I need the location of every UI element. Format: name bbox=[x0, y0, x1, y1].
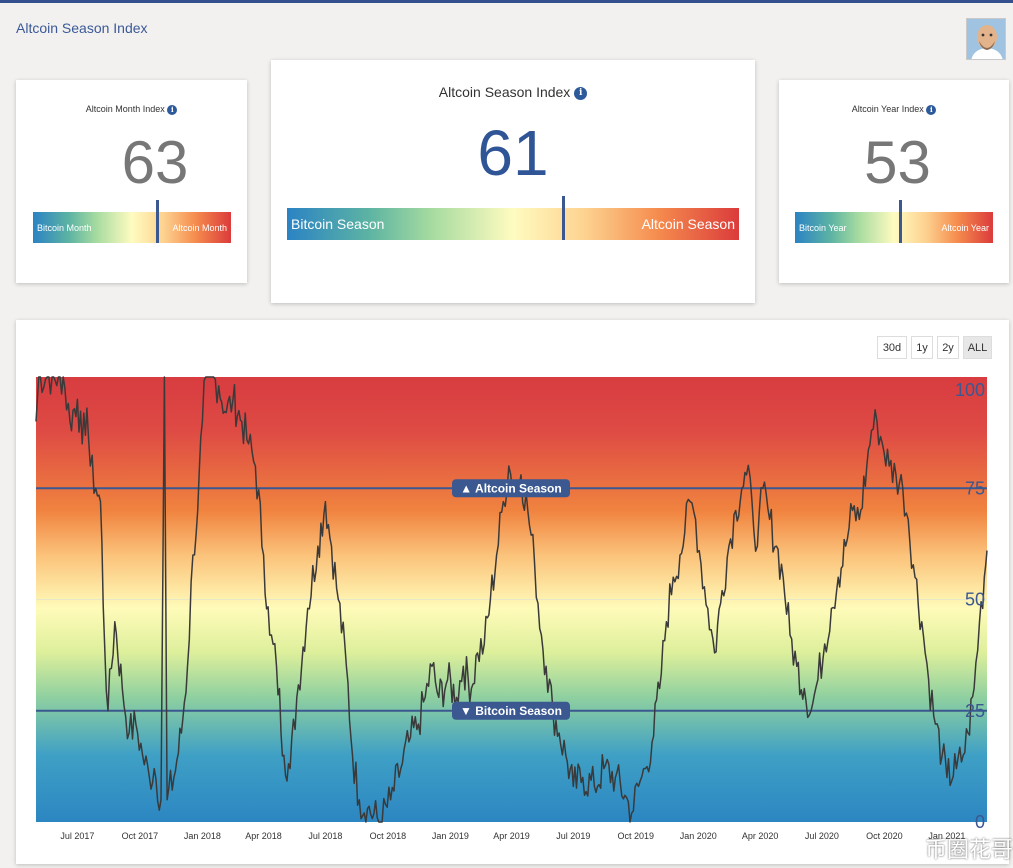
card-label-season: Altcoin Season Index i bbox=[271, 84, 755, 100]
bitcoin-month-label: Bitcoin Month bbox=[37, 222, 92, 233]
month-gauge-marker bbox=[156, 200, 159, 243]
altcoin-season-value: 61 bbox=[477, 117, 549, 189]
threshold-badge-label: ▲ Altcoin Season bbox=[460, 481, 561, 495]
altcoin-month-bar-label: Altcoin Month bbox=[172, 222, 227, 233]
x-tick-label: Jan 2019 bbox=[432, 831, 469, 841]
altcoin-month-label: Altcoin Month Index bbox=[85, 104, 165, 114]
x-tick-label: Jan 2021 bbox=[928, 831, 965, 841]
info-icon[interactable]: i bbox=[574, 86, 588, 100]
threshold-badge bbox=[452, 479, 570, 498]
watermark: 币圈花哥 bbox=[925, 837, 1013, 862]
range-button-all[interactable]: ALL bbox=[963, 336, 992, 359]
card-label-month: Altcoin Month Index i bbox=[16, 104, 247, 115]
season-gauge-bar: Bitcoin Season Altcoin Season bbox=[287, 208, 739, 240]
x-tick-label: Jan 2018 bbox=[184, 831, 221, 841]
bitcoin-season-label: Bitcoin Season bbox=[291, 216, 385, 232]
bitcoin-year-label: Bitcoin Year bbox=[799, 222, 847, 233]
threshold-badge-label: ▼ Bitcoin Season bbox=[460, 704, 562, 718]
x-tick-label: Apr 2018 bbox=[245, 831, 282, 841]
x-tick-label: Oct 2018 bbox=[370, 831, 407, 841]
y-tick-label: 50 bbox=[965, 590, 985, 610]
x-tick-label: Jul 2018 bbox=[308, 831, 342, 841]
range-button-2y[interactable]: 2y bbox=[937, 336, 959, 359]
altcoin-year-label: Altcoin Year Index bbox=[851, 104, 924, 114]
x-tick-label: Jan 2020 bbox=[680, 831, 717, 841]
x-tick-label: Apr 2020 bbox=[742, 831, 779, 841]
altcoin-season-bar-label: Altcoin Season bbox=[641, 216, 735, 232]
page-title: Altcoin Season Index bbox=[16, 20, 148, 36]
x-tick-label: Jul 2020 bbox=[805, 831, 839, 841]
card-label-year: Altcoin Year Index i bbox=[779, 104, 1009, 115]
year-gauge-bar: Bitcoin Year Altcoin Year bbox=[795, 212, 993, 243]
range-button-1y[interactable]: 1y bbox=[911, 336, 933, 359]
year-gauge-marker bbox=[899, 200, 902, 243]
altcoin-year-bar-label: Altcoin Year bbox=[941, 222, 989, 233]
top-accent-bar bbox=[0, 0, 1013, 3]
altcoin-year-value: 53 bbox=[864, 129, 931, 196]
altcoin-season-label: Altcoin Season Index bbox=[438, 84, 571, 100]
x-tick-label: Jul 2017 bbox=[60, 831, 94, 841]
series-line bbox=[35, 376, 988, 823]
altcoin-year-card: Altcoin Year Index i 53 Bitcoin Year Alt… bbox=[779, 80, 1009, 283]
x-tick-label: Jul 2019 bbox=[556, 831, 590, 841]
altcoin-season-card: Altcoin Season Index i 61 Bitcoin Season… bbox=[271, 60, 755, 303]
altcoin-month-value: 63 bbox=[121, 129, 189, 196]
user-avatar[interactable] bbox=[966, 18, 1006, 60]
info-icon[interactable]: i bbox=[926, 104, 937, 115]
avatar-icon bbox=[967, 19, 1005, 59]
season-gauge-marker bbox=[562, 196, 565, 240]
info-icon[interactable]: i bbox=[167, 104, 178, 115]
y-tick-label: 0 bbox=[975, 812, 985, 832]
y-tick-label: 25 bbox=[965, 701, 985, 721]
y-tick-label: 75 bbox=[965, 478, 985, 498]
x-tick-label: Oct 2019 bbox=[618, 831, 655, 841]
x-tick-label: Apr 2019 bbox=[493, 831, 530, 841]
altcoin-month-card: Altcoin Month Index i 63 Bitcoin Month A… bbox=[16, 80, 247, 283]
x-tick-label: Oct 2017 bbox=[122, 831, 159, 841]
range-button-30d[interactable]: 30d bbox=[877, 336, 907, 359]
x-tick-label: Oct 2020 bbox=[866, 831, 903, 841]
month-gauge-bar: Bitcoin Month Altcoin Month bbox=[33, 212, 231, 243]
y-tick-label: 100 bbox=[955, 380, 985, 400]
threshold-badge bbox=[452, 701, 570, 720]
